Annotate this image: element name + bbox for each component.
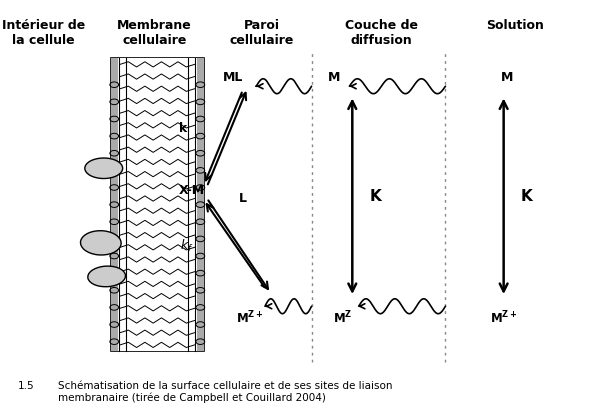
Text: ML: ML (223, 71, 244, 84)
Text: 1.5: 1.5 (18, 381, 34, 391)
Text: K: K (521, 189, 533, 204)
Bar (197, 58, 204, 351)
Text: Intérieur de
la cellule: Intérieur de la cellule (2, 19, 86, 47)
Text: Solution: Solution (486, 19, 544, 32)
Text: M: M (500, 71, 513, 84)
Text: X-M: X-M (179, 184, 205, 197)
Text: $\mathbf{M^{Z+}}$: $\mathbf{M^{Z+}}$ (236, 309, 263, 326)
Text: $\mathbf{M^{Z}}$: $\mathbf{M^{Z}}$ (333, 309, 352, 326)
Text: M: M (327, 71, 340, 84)
Bar (110, 58, 204, 351)
Text: Paroi
cellulaire: Paroi cellulaire (230, 19, 294, 47)
Ellipse shape (81, 231, 121, 255)
Text: L: L (239, 191, 247, 204)
Ellipse shape (85, 158, 122, 178)
Text: K: K (369, 189, 381, 204)
Bar (110, 58, 118, 351)
Text: $k_f$: $k_f$ (179, 238, 193, 253)
Ellipse shape (88, 266, 125, 287)
Text: k: k (179, 122, 188, 134)
Text: $\mathbf{M^{Z+}}$: $\mathbf{M^{Z+}}$ (490, 309, 517, 326)
Bar (118, 58, 197, 351)
Text: Schématisation de la surface cellulaire et de ses sites de liaison
membranaire (: Schématisation de la surface cellulaire … (58, 381, 393, 403)
Text: Couche de
diffusion: Couche de diffusion (345, 19, 418, 47)
Text: Membrane
cellulaire: Membrane cellulaire (117, 19, 192, 47)
